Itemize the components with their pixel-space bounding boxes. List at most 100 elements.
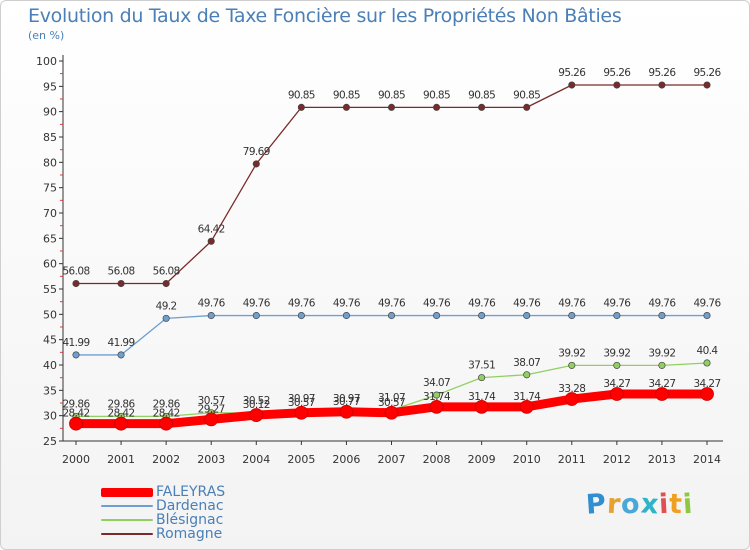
data-point-faleyras	[564, 392, 579, 406]
data-point-romagne	[568, 81, 576, 89]
data-label-romagne: 90.85	[423, 89, 450, 101]
data-label-blésignac: 39.92	[648, 347, 675, 359]
data-label-romagne: 90.85	[288, 89, 315, 101]
logo-letter: r	[605, 488, 622, 521]
data-point-dardenac	[478, 311, 486, 320]
x-tick-label: 2009	[468, 453, 496, 466]
data-label-romagne: 64.42	[198, 223, 225, 235]
data-label-faleyras: 34.27	[693, 378, 720, 390]
data-label-blésignac: 30.97	[288, 393, 315, 405]
series-line-romagne	[75, 84, 708, 285]
data-label-faleyras: 28.42	[153, 408, 180, 420]
data-label-blésignac: 30.97	[333, 393, 360, 405]
data-point-dardenac	[297, 311, 305, 320]
y-tick-label: 80	[43, 156, 57, 169]
data-point-romagne	[523, 103, 531, 111]
y-tick-label: 35	[43, 384, 57, 397]
data-point-dardenac	[117, 351, 125, 359]
data-label-blésignac: 29.86	[62, 398, 90, 410]
data-point-faleyras	[339, 404, 354, 419]
data-label-faleyras: 33.28	[558, 383, 585, 395]
data-point-romagne	[252, 160, 260, 168]
data-label-faleyras: 30.57	[378, 397, 405, 409]
data-point-faleyras	[474, 399, 489, 414]
y-tick-label: 95	[43, 80, 57, 93]
legend-swatch	[101, 533, 153, 535]
data-point-faleyras	[294, 405, 309, 420]
data-point-faleyras	[655, 387, 669, 401]
chart-title: Evolution du Taux de Taxe Foncière sur l…	[28, 5, 622, 27]
data-label-blésignac: 29.86	[153, 398, 181, 410]
data-label-blésignac: 29.86	[108, 398, 136, 410]
proxiti-logo: Proxiti	[584, 488, 695, 521]
x-tick-label: 2000	[62, 453, 90, 466]
logo-letter: P	[584, 488, 608, 521]
data-point-blésignac	[613, 361, 621, 369]
y-tick-label: 100	[36, 55, 57, 68]
data-label-romagne: 90.85	[333, 89, 360, 101]
data-point-romagne	[297, 103, 305, 111]
data-label-dardenac: 49.76	[198, 298, 226, 310]
data-label-romagne: 90.85	[513, 89, 540, 101]
data-label-faleyras: 30.77	[333, 396, 360, 408]
logo-letter: i	[682, 488, 695, 521]
data-point-dardenac	[703, 311, 711, 320]
x-tick-label: 2006	[332, 453, 360, 466]
data-point-romagne	[658, 81, 666, 89]
legend-swatch	[101, 519, 153, 521]
data-label-blésignac: 39.92	[603, 347, 630, 359]
data-point-romagne	[162, 279, 170, 288]
y-tick-label: 70	[43, 207, 57, 220]
data-label-faleyras: 28.42	[108, 408, 135, 420]
data-label-blésignac: 37.51	[468, 360, 495, 372]
data-label-dardenac: 49.76	[243, 298, 271, 310]
x-tick-label: 2008	[423, 453, 451, 466]
data-label-dardenac: 49.76	[603, 298, 631, 310]
x-tick-label: 2012	[603, 453, 631, 466]
data-labels-layer: 56.08 56.08 56.08 64.42 79.69 90.85 90.85 90.85…	[62, 67, 722, 420]
legend-label: Blésignac	[156, 512, 224, 528]
x-tick-label: 2004	[242, 453, 270, 466]
data-point-blésignac	[433, 391, 441, 399]
data-label-romagne: 95.26	[693, 67, 721, 79]
data-label-faleyras: 31.74	[468, 391, 496, 403]
data-label-dardenac: 49.2	[156, 300, 177, 312]
data-point-romagne	[703, 81, 711, 89]
data-point-faleyras	[519, 399, 534, 414]
data-point-blésignac	[703, 359, 711, 367]
data-label-romagne: 90.85	[468, 89, 495, 101]
data-point-romagne	[478, 103, 486, 111]
x-tick-label: 2010	[513, 453, 541, 466]
data-point-romagne	[117, 279, 125, 288]
data-point-faleyras	[69, 416, 83, 431]
data-label-blésignac: 38.07	[513, 357, 540, 369]
y-tick-label: 45	[43, 334, 57, 347]
data-label-dardenac: 49.76	[648, 298, 676, 310]
logo-letter: o	[620, 488, 642, 521]
data-point-romagne	[433, 103, 441, 111]
y-tick-label: 50	[43, 308, 57, 321]
data-label-blésignac: 40.4	[697, 345, 719, 357]
data-label-faleyras: 31.74	[513, 391, 541, 403]
data-point-faleyras	[204, 412, 219, 427]
data-label-faleyras: 30.57	[288, 397, 315, 409]
data-label-blésignac: 30.57	[198, 395, 225, 407]
data-label-faleyras: 31.74	[423, 391, 451, 403]
data-point-dardenac	[342, 311, 350, 320]
data-point-dardenac	[568, 311, 576, 320]
data-point-dardenac	[252, 311, 260, 320]
data-point-blésignac	[523, 371, 531, 379]
data-label-romagne: 90.85	[378, 89, 405, 101]
data-label-romagne: 95.26	[648, 67, 676, 79]
y-tick-label: 65	[43, 232, 57, 245]
data-label-romagne: 56.08	[153, 266, 180, 278]
data-label-dardenac: 41.99	[62, 337, 89, 349]
data-label-faleyras: 30.12	[243, 399, 270, 411]
data-point-faleyras	[609, 387, 624, 401]
data-point-faleyras	[700, 387, 714, 401]
x-tick-label: 2007	[378, 453, 406, 466]
y-tick-label: 60	[43, 258, 57, 271]
logo-letter: x	[639, 488, 661, 521]
